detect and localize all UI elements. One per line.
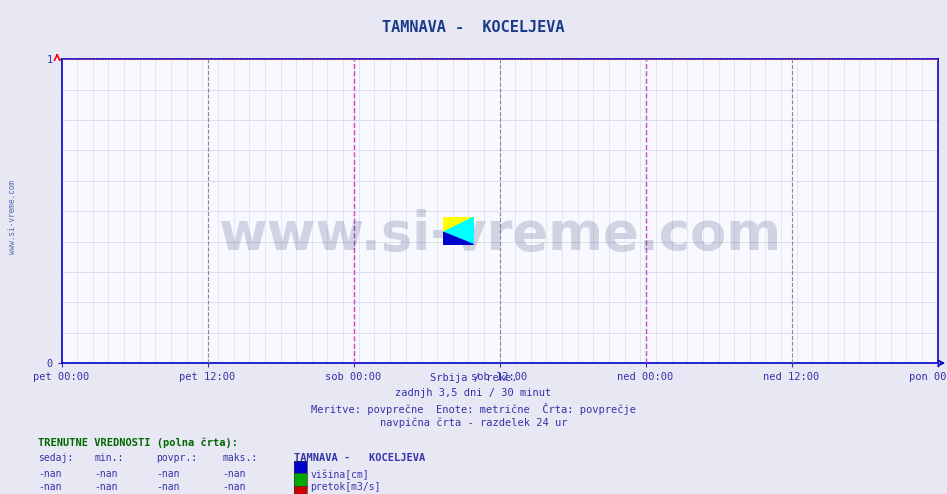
Polygon shape <box>443 217 474 245</box>
Polygon shape <box>443 232 474 245</box>
Text: višina[cm]: višina[cm] <box>311 469 369 480</box>
Text: www.si-vreme.com: www.si-vreme.com <box>8 180 17 254</box>
Text: TRENUTNE VREDNOSTI (polna črta):: TRENUTNE VREDNOSTI (polna črta): <box>38 437 238 448</box>
Text: Srbija / reke.: Srbija / reke. <box>430 373 517 383</box>
Text: zadnjh 3,5 dni / 30 minut: zadnjh 3,5 dni / 30 minut <box>396 388 551 398</box>
Text: TAMNAVA -  KOCELJEVA: TAMNAVA - KOCELJEVA <box>383 20 564 35</box>
Text: sedaj:: sedaj: <box>38 453 73 463</box>
Text: min.:: min.: <box>95 453 124 463</box>
Text: Meritve: povprečne  Enote: metrične  Črta: povprečje: Meritve: povprečne Enote: metrične Črta:… <box>311 403 636 414</box>
Text: povpr.:: povpr.: <box>156 453 197 463</box>
Text: -nan: -nan <box>95 469 118 479</box>
Text: pretok[m3/s]: pretok[m3/s] <box>311 482 381 492</box>
Text: -nan: -nan <box>38 482 62 492</box>
Text: -nan: -nan <box>38 469 62 479</box>
Polygon shape <box>443 217 474 232</box>
Text: -nan: -nan <box>223 482 246 492</box>
Text: TAMNAVA -   KOCELJEVA: TAMNAVA - KOCELJEVA <box>294 453 425 463</box>
Text: -nan: -nan <box>223 469 246 479</box>
Text: navpična črta - razdelek 24 ur: navpična črta - razdelek 24 ur <box>380 417 567 428</box>
Text: www.si-vreme.com: www.si-vreme.com <box>218 209 781 261</box>
Text: -nan: -nan <box>156 469 180 479</box>
Text: -nan: -nan <box>95 482 118 492</box>
Text: -nan: -nan <box>156 482 180 492</box>
Text: maks.:: maks.: <box>223 453 258 463</box>
